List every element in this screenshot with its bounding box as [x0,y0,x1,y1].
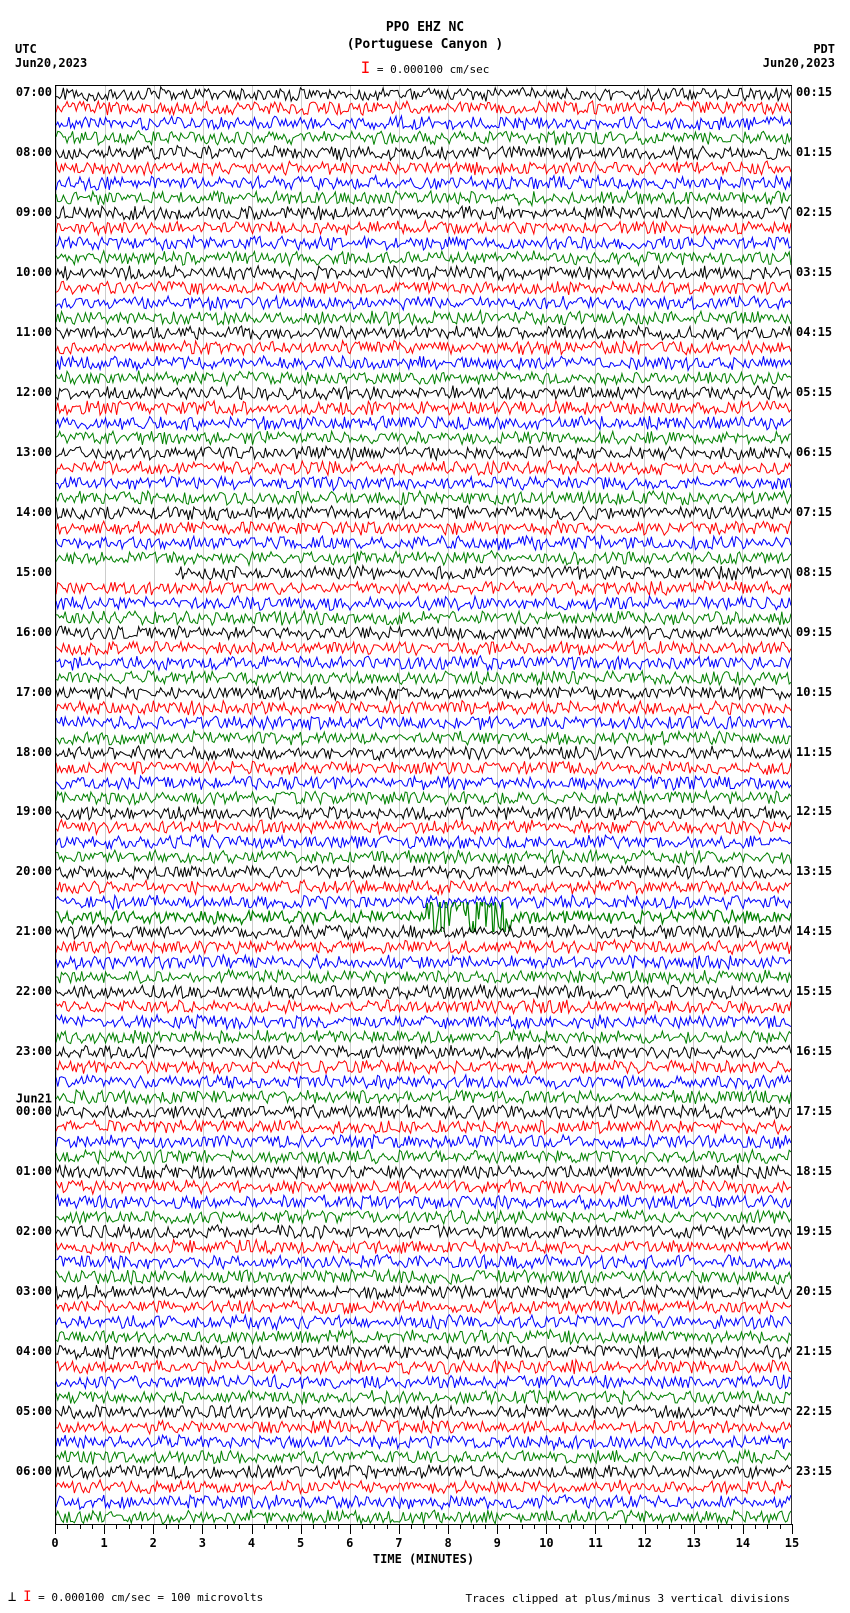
x-tick-label: 9 [494,1536,501,1550]
utc-time-label: 04:00 [16,1344,52,1358]
utc-time-label: 12:00 [16,385,52,399]
date-right: Jun20,2023 [763,56,835,70]
pdt-time-label: 04:15 [796,325,832,339]
utc-time-label: 15:00 [16,565,52,579]
x-axis-label: TIME (MINUTES) [55,1552,792,1566]
utc-time-label: 05:00 [16,1404,52,1418]
pdt-time-label: 06:15 [796,445,832,459]
x-tick-label: 0 [51,1536,58,1550]
pdt-time-label: 02:15 [796,205,832,219]
pdt-time-label: 17:15 [796,1104,832,1118]
utc-time-label: 17:00 [16,685,52,699]
x-tick-label: 12 [637,1536,651,1550]
header: PPO EHZ NC (Portuguese Canyon ) I = 0.00… [0,0,850,77]
pdt-time-label: 23:15 [796,1464,832,1478]
x-tick-label: 4 [248,1536,255,1550]
x-tick-label: 3 [199,1536,206,1550]
x-tick-label: 13 [686,1536,700,1550]
utc-time-label: 06:00 [16,1464,52,1478]
pdt-time-label: 05:15 [796,385,832,399]
utc-time-label: 00:00 [16,1104,52,1118]
utc-time-label: 01:00 [16,1164,52,1178]
pdt-time-label: 01:15 [796,145,832,159]
pdt-time-label: 19:15 [796,1224,832,1238]
x-tick-label: 8 [444,1536,451,1550]
pdt-time-label: 18:15 [796,1164,832,1178]
utc-time-label: 14:00 [16,505,52,519]
station-location: (Portuguese Canyon ) [0,37,850,54]
timezone-left: UTC [15,42,37,56]
utc-time-label: 09:00 [16,205,52,219]
utc-time-label: 22:00 [16,984,52,998]
pdt-time-label: 00:15 [796,85,832,99]
pdt-time-label: 22:15 [796,1404,832,1418]
seismogram-container: PPO EHZ NC (Portuguese Canyon ) I = 0.00… [0,0,850,1613]
helicorder-plot [55,85,792,1525]
utc-time-label: 13:00 [16,445,52,459]
pdt-time-label: 09:15 [796,625,832,639]
x-tick-label: 1 [101,1536,108,1550]
utc-time-label: 03:00 [16,1284,52,1298]
pdt-time-label: 07:15 [796,505,832,519]
utc-time-label: 02:00 [16,1224,52,1238]
utc-time-label: 11:00 [16,325,52,339]
x-tick-label: 14 [736,1536,750,1550]
x-tick-label: 6 [346,1536,353,1550]
footer-scale: ⊥ I = 0.000100 cm/sec = 100 microvolts [8,1589,263,1605]
pdt-time-label: 20:15 [796,1284,832,1298]
timezone-right: PDT [813,42,835,56]
station-code: PPO EHZ NC [0,20,850,37]
pdt-time-label: 08:15 [796,565,832,579]
footer-clip-note: Traces clipped at plus/minus 3 vertical … [465,1592,790,1605]
pdt-time-label: 13:15 [796,864,832,878]
pdt-time-label: 14:15 [796,924,832,938]
utc-time-label: 23:00 [16,1044,52,1058]
pdt-time-label: 03:15 [796,265,832,279]
utc-time-label: 07:00 [16,85,52,99]
pdt-time-label: 21:15 [796,1344,832,1358]
scale-indicator: I = 0.000100 cm/sec [0,58,850,77]
pdt-time-label: 15:15 [796,984,832,998]
x-tick-label: 2 [150,1536,157,1550]
pdt-time-label: 11:15 [796,745,832,759]
x-tick-label: 5 [297,1536,304,1550]
utc-time-label: 10:00 [16,265,52,279]
utc-time-label: 21:00 [16,924,52,938]
utc-time-label: 18:00 [16,745,52,759]
x-axis: TIME (MINUTES) 0123456789101112131415 [55,1524,792,1574]
date-left: Jun20,2023 [15,56,87,70]
utc-time-label: 19:00 [16,804,52,818]
x-tick-label: 15 [785,1536,799,1550]
x-tick-label: 11 [588,1536,602,1550]
utc-time-label: 16:00 [16,625,52,639]
utc-time-label: 20:00 [16,864,52,878]
pdt-time-label: 10:15 [796,685,832,699]
utc-time-label: 08:00 [16,145,52,159]
pdt-time-label: 16:15 [796,1044,832,1058]
x-tick-label: 10 [539,1536,553,1550]
x-tick-label: 7 [395,1536,402,1550]
pdt-time-label: 12:15 [796,804,832,818]
